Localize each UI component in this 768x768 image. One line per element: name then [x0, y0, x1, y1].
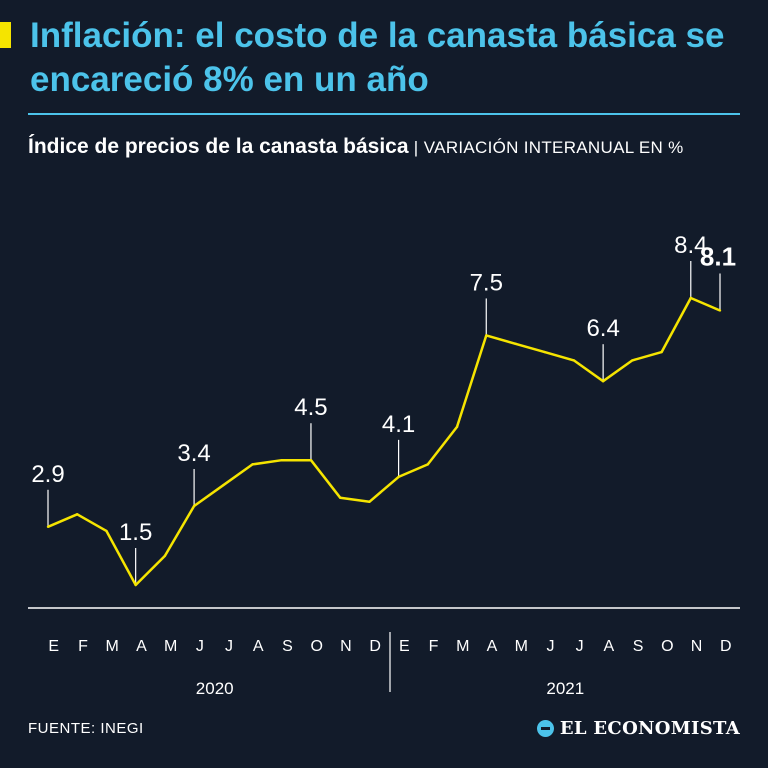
data-point [76, 513, 79, 516]
x-tick-label: J [576, 638, 585, 655]
x-tick-label: J [225, 638, 234, 655]
x-tick-label: N [340, 638, 352, 655]
data-label: 4.1 [382, 411, 415, 438]
x-tick-label: A [253, 638, 264, 655]
data-point [426, 463, 430, 466]
x-tick-label: J [546, 638, 555, 655]
data-point [660, 350, 663, 354]
subtitle-unit: VARIACIÓN INTERANUAL EN % [423, 138, 684, 157]
x-tick-label: O [310, 638, 323, 655]
data-point [251, 463, 254, 466]
data-point [455, 425, 459, 429]
x-tick-label: M [456, 638, 470, 655]
data-point [601, 379, 605, 383]
data-point [543, 350, 546, 354]
data-point [46, 525, 50, 528]
data-point [192, 504, 196, 508]
x-tick-label: M [515, 638, 529, 655]
x-tick-label: F [78, 638, 88, 655]
x-tick-label: A [136, 638, 147, 655]
title-accent-bar [0, 22, 11, 48]
x-tick-label: D [369, 638, 381, 655]
data-point [514, 342, 517, 345]
data-point [105, 529, 108, 533]
data-label: 8.1 [700, 241, 736, 271]
x-tick-label: E [399, 638, 410, 655]
data-point [280, 459, 283, 462]
data-label: 4.5 [294, 394, 327, 421]
data-point [338, 496, 342, 499]
data-label: 6.4 [586, 315, 619, 342]
data-label: 8.4 [674, 232, 707, 259]
title-divider [28, 113, 740, 115]
data-point [222, 483, 225, 487]
chart-headline: Inflación: el costo de la canasta básica… [30, 16, 725, 99]
x-tick-label: A [487, 638, 498, 655]
data-label: 1.5 [119, 519, 152, 546]
x-tick-label: S [282, 638, 293, 655]
x-tick-label: D [720, 638, 732, 655]
subtitle-separator: | [413, 138, 419, 157]
year-label: 2021 [546, 679, 584, 698]
data-point [631, 359, 634, 362]
data-point [368, 500, 371, 504]
x-tick-label: E [48, 638, 59, 655]
data-label: 2.9 [31, 461, 64, 488]
data-point [718, 309, 722, 312]
data-label: 7.5 [470, 269, 503, 296]
chart-subtitle: Índice de precios de la canasta básica |… [28, 131, 748, 164]
series-line-canasta [47, 296, 721, 587]
x-tick-label: M [106, 638, 120, 655]
data-point [163, 554, 167, 558]
data-point [309, 459, 313, 462]
x-tick-label: O [661, 638, 674, 655]
x-tick-label: N [691, 638, 703, 655]
data-point [572, 359, 576, 362]
x-tick-label: J [196, 638, 205, 655]
x-tick-label: M [164, 638, 178, 655]
x-tick-label: A [604, 638, 615, 655]
x-tick-label: S [633, 638, 644, 655]
data-point [397, 475, 400, 479]
year-label: 2020 [196, 679, 234, 698]
subtitle-main: Índice de precios de la canasta básica [28, 135, 409, 158]
brand-logo: EL ECONOMISTA [536, 718, 740, 739]
source-note: FUENTE: INEGI [28, 720, 144, 737]
brand-name: EL ECONOMISTA [559, 718, 740, 739]
data-point [485, 334, 488, 337]
x-tick-label: F [429, 638, 439, 655]
brand-globe-icon [536, 720, 554, 737]
data-point [689, 296, 692, 300]
data-point [134, 583, 137, 587]
data-label: 3.4 [177, 440, 210, 467]
